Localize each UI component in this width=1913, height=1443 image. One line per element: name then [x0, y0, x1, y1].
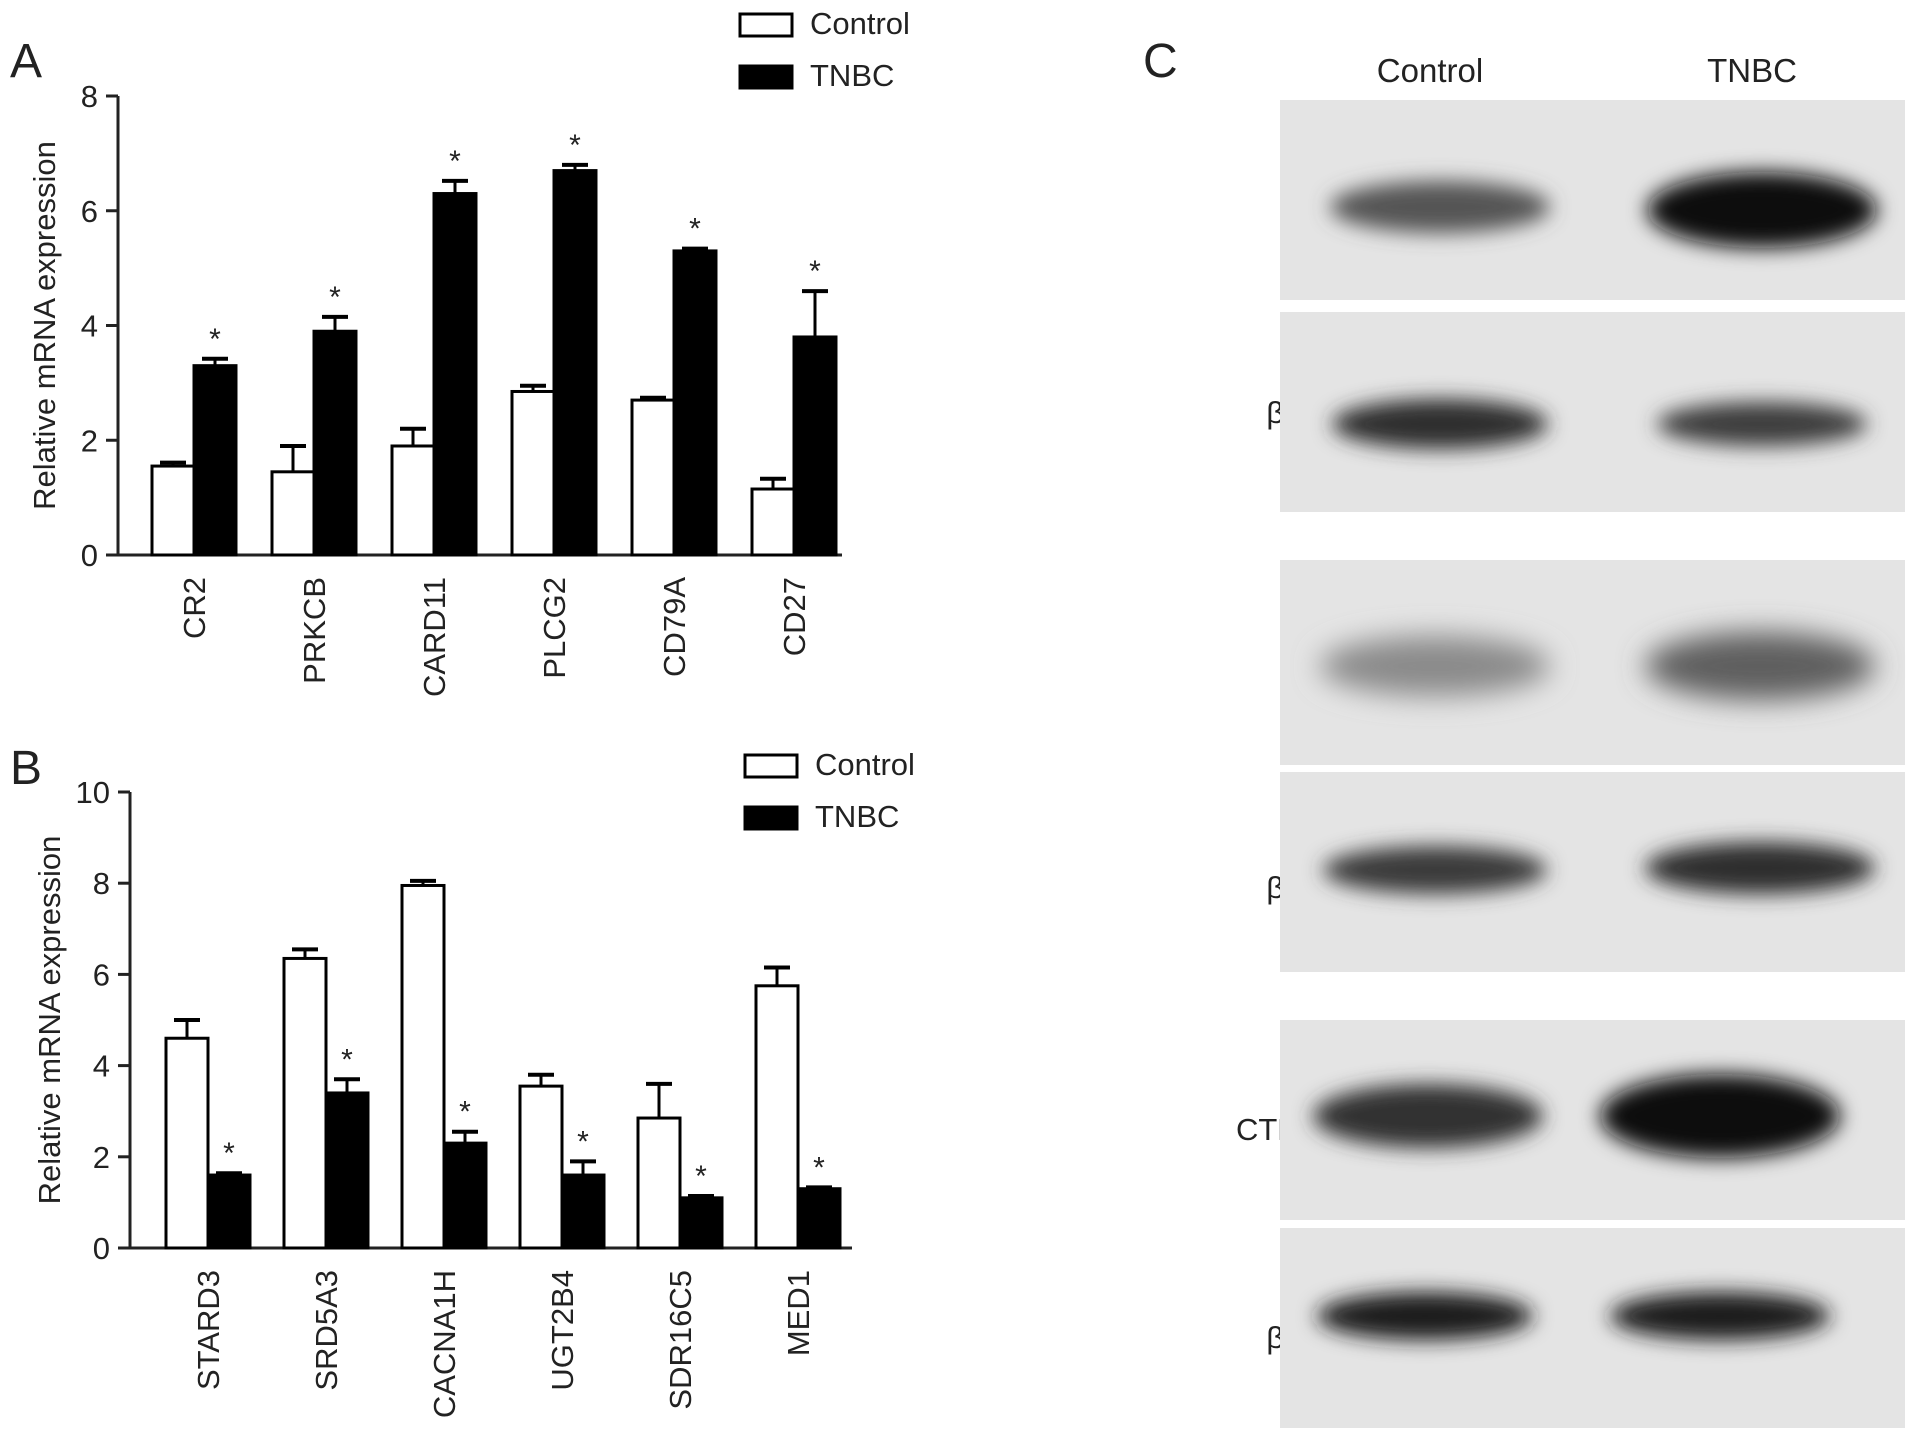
y-tick-label: 6 [81, 194, 98, 229]
bar-chart-b: 0 2 4 6 8 10 Relative mRNA expression * STARD3 * S… [32, 747, 915, 1418]
panel-label-a: A [10, 35, 43, 88]
category-label-plcg2: PLCG2 [537, 577, 572, 679]
bar-tnbc-cacna1h [442, 1141, 488, 1250]
lane-label-tnbc: TNBC [1707, 52, 1797, 89]
bar-control-stard3 [164, 1036, 210, 1250]
bar-chart-a: 0 2 4 6 8 Relative mRNA expression * CR2 * PRKCB *… [27, 6, 910, 697]
bar-control-cd79a [630, 398, 676, 557]
category-label-cacna1h: CACNA1H [427, 1270, 462, 1418]
y-axis-label: Relative mRNA expression [27, 141, 62, 510]
bar-tnbc-card11 [432, 192, 478, 557]
band-actin3-tnbc [1610, 1292, 1830, 1340]
category-label-prkcb: PRKCB [297, 577, 332, 684]
category-label-cd79a: CD79A [657, 577, 692, 677]
band-sp1-tnbc [1645, 632, 1875, 700]
band-myc-control [1330, 181, 1550, 233]
category-label-med1: MED1 [781, 1270, 816, 1356]
bar-control-med1 [754, 984, 800, 1250]
bar-control-card11 [390, 444, 436, 557]
significance-star: * [689, 213, 701, 246]
band-actin3-control [1317, 1292, 1533, 1340]
y-tick-label: 8 [81, 79, 98, 114]
band-ctnnb1-tnbc [1600, 1074, 1840, 1158]
y-tick-label: 4 [81, 309, 98, 344]
category-label-ugt2b4: UGT2B4 [545, 1270, 580, 1391]
significance-star: * [577, 1125, 589, 1158]
y-tick-label: 2 [93, 1140, 110, 1175]
y-tick-label: 10 [76, 775, 110, 810]
category-label-card11: CARD11 [417, 577, 452, 697]
legend-label-control: Control [810, 6, 910, 41]
bar-tnbc-med1 [796, 1187, 842, 1250]
bar-control-cd27 [750, 487, 796, 557]
legend-label-tnbc: TNBC [810, 58, 894, 93]
legend-swatch-tnbc [738, 64, 794, 90]
bar-control-plcg2 [510, 389, 556, 557]
band-ctnnb1-control [1313, 1084, 1543, 1148]
significance-star: * [209, 323, 221, 356]
bar-control-ugt2b4 [518, 1084, 564, 1250]
significance-star: * [449, 145, 461, 178]
bar-tnbc-srd5a3 [324, 1091, 370, 1250]
band-actin2-tnbc [1645, 842, 1875, 894]
band-actin1-tnbc [1657, 402, 1867, 446]
bar-tnbc-plcg2 [552, 169, 598, 557]
significance-star: * [813, 1151, 825, 1184]
significance-star: * [341, 1043, 353, 1076]
significance-star: * [329, 281, 341, 314]
legend-label-control: Control [815, 747, 915, 782]
category-label-srd5a3: SRD5A3 [309, 1270, 344, 1391]
category-label-cd27: CD27 [777, 577, 812, 656]
bar-tnbc-prkcb [312, 329, 358, 557]
y-tick-label: 0 [93, 1231, 110, 1266]
bar-control-cr2 [150, 464, 196, 557]
y-tick-label: 6 [93, 957, 110, 992]
legend-label-tnbc: TNBC [815, 799, 899, 834]
y-tick-label: 4 [93, 1049, 110, 1084]
significance-star: * [809, 255, 821, 288]
y-tick-label: 0 [81, 538, 98, 573]
bar-control-prkcb [270, 470, 316, 557]
y-tick-label: 2 [81, 423, 98, 458]
bar-tnbc-ugt2b4 [560, 1173, 606, 1250]
band-sp1-control [1320, 636, 1550, 696]
category-label-cr2: CR2 [177, 577, 212, 639]
category-label-sdr16c5: SDR16C5 [663, 1270, 698, 1410]
bar-control-sdr16c5 [636, 1116, 682, 1250]
band-actin1-control [1332, 399, 1548, 449]
significance-star: * [695, 1160, 707, 1193]
bar-control-srd5a3 [282, 956, 328, 1250]
panel-label-c: C [1143, 35, 1178, 88]
western-blot: Control TNBC MYC β-actin SP1 β-actin CTN… [1100, 0, 1913, 1443]
bar-tnbc-sdr16c5 [678, 1196, 724, 1250]
legend-swatch-tnbc [743, 805, 799, 831]
bar-tnbc-stard3 [206, 1173, 252, 1250]
lane-label-control: Control [1376, 52, 1484, 89]
y-tick-label: 8 [93, 866, 110, 901]
legend-swatch-control [738, 12, 794, 38]
band-myc-tnbc [1647, 172, 1877, 248]
bar-tnbc-cd27 [792, 335, 838, 557]
y-axis-label: Relative mRNA expression [32, 836, 67, 1205]
bar-tnbc-cr2 [192, 364, 238, 557]
significance-star: * [569, 129, 581, 162]
bar-control-cacna1h [400, 883, 446, 1250]
blot-image [1280, 100, 1905, 1428]
category-label-stard3: STARD3 [191, 1270, 226, 1390]
panel-label-b: B [10, 742, 43, 795]
bar-tnbc-cd79a [672, 249, 718, 557]
legend-swatch-control [743, 753, 799, 779]
band-actin2-control [1323, 846, 1547, 894]
significance-star: * [223, 1137, 235, 1170]
significance-star: * [459, 1096, 471, 1129]
